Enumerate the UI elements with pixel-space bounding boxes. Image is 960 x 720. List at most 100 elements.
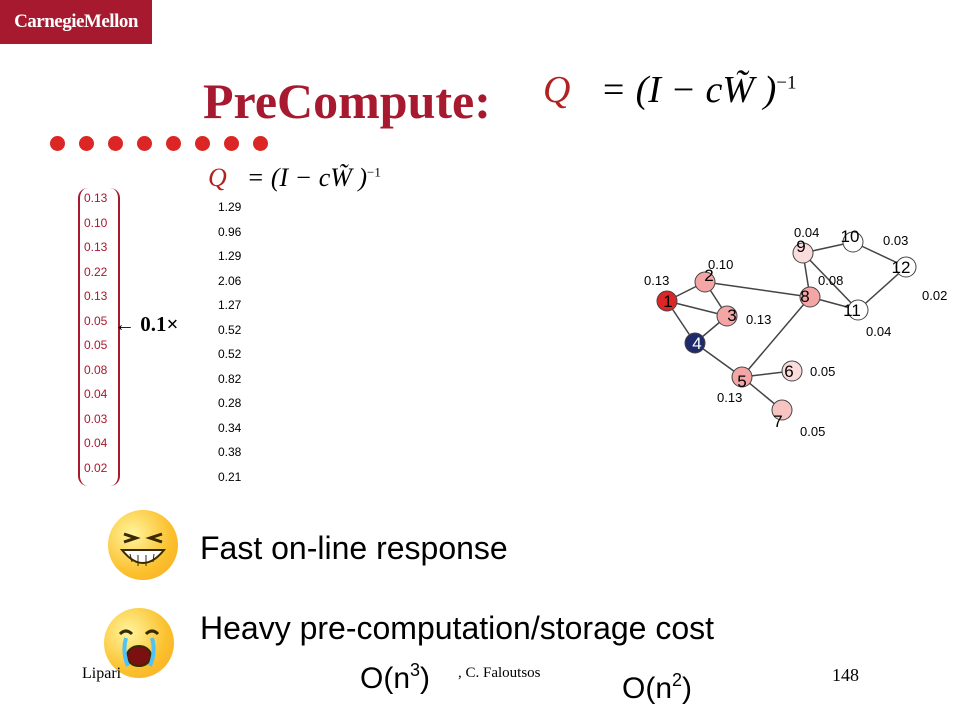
edge-label: 0.13 (644, 273, 669, 288)
bullet-fast-response: Fast on-line response (200, 530, 508, 566)
vector-r-value: 0.82 (218, 371, 242, 386)
vector-r-value: 1.29 (218, 249, 242, 263)
graph-edge (857, 266, 907, 311)
graph-edge-labels: 0.13 0.10 0.13 0.04 0.08 0.03 0.02 0.04 … (644, 225, 947, 439)
vector-r-value: 0.52 (218, 322, 242, 337)
vector-r-value: 2.06 (218, 273, 242, 288)
vector-q-value: 0.05 (84, 313, 108, 328)
complexity-quadratic-base: O(n (622, 672, 673, 705)
complexity-cubic-base: O(n (360, 662, 411, 695)
vector-r-value: 0.52 (218, 347, 242, 361)
decor-dot (50, 136, 65, 151)
crying-face-icon (104, 608, 174, 678)
vector-q-value: 0.10 (84, 215, 108, 230)
vector-r-value: 0.96 (218, 224, 242, 239)
edge-label: 0.02 (922, 288, 947, 303)
complexity-cubic-close: ) (420, 662, 431, 695)
graph-nodes: 1 2 3 4 5 6 7 8 9 10 11 12 (656, 227, 917, 431)
graph-node: 9 (792, 237, 814, 264)
vector-r-value: 0.38 (218, 445, 242, 459)
edge-label: 0.05 (800, 424, 825, 439)
svg-text:12: 12 (892, 258, 911, 277)
formula-rhs: = (I − cW̃ ) (600, 69, 777, 111)
decor-dot (108, 136, 123, 151)
vector-q-value: 0.02 (84, 460, 108, 475)
complexity-cubic: O(n3) (360, 660, 430, 696)
decor-dot (137, 136, 152, 151)
graph-node: 10 (841, 227, 864, 253)
scale-factor-label: ← 0.1× (114, 312, 179, 336)
decor-dot (224, 136, 239, 151)
graph-node: 4 (684, 332, 706, 354)
small-formula-exp: −1 (367, 164, 381, 180)
edge-label: 0.10 (708, 257, 733, 272)
svg-text:9: 9 (796, 237, 805, 256)
cmu-logo: CarnegieMellon (0, 0, 152, 44)
svg-text:7: 7 (773, 412, 782, 431)
graph-edge (802, 252, 859, 311)
edge-label: 0.08 (818, 273, 843, 288)
small-formula-rhs: = (I − cW̃ ) (246, 163, 368, 192)
decor-dot (166, 136, 181, 151)
bullet-heavy-cost: Heavy pre-computation/storage cost (200, 610, 715, 646)
formula-lhs: Q (543, 69, 571, 111)
edge-label: 0.04 (866, 324, 891, 339)
vector-r-value: 1.29 (218, 200, 242, 214)
svg-text:10: 10 (841, 227, 860, 246)
graph-diagram: 0.13 0.10 0.13 0.04 0.08 0.03 0.02 0.04 … (644, 225, 947, 439)
vector-r: 1.29 0.96 1.29 2.06 1.27 0.52 0.52 0.82 … (218, 195, 241, 489)
vector-r-value: 1.27 (218, 298, 242, 312)
svg-text:1: 1 (663, 292, 672, 311)
laughing-face-icon (108, 510, 178, 580)
vector-q-value: 0.04 (84, 436, 108, 450)
decor-dot (253, 136, 268, 151)
vector-bracket (78, 188, 120, 486)
main-formula: Q = (I − cW̃ )−1 (543, 68, 796, 112)
vector-q-value: 0.03 (84, 411, 108, 426)
vector-q-value: 0.04 (84, 387, 108, 401)
small-formula-lhs: Q (208, 163, 227, 192)
edge-label: 0.13 (746, 312, 771, 327)
graph-edge (741, 296, 811, 378)
graph-node: 6 (781, 360, 803, 382)
complexity-quadratic-exp: 2 (672, 670, 683, 690)
vector-q: 0.13 0.10 0.13 0.22 0.13 0.05 0.05 0.08 … (84, 186, 107, 480)
vector-q-value: 0.05 (84, 338, 108, 352)
decor-dot (79, 136, 94, 151)
crying-face-drawing (118, 629, 160, 667)
graph-edge (704, 281, 811, 298)
graph-node: 5 (731, 366, 753, 391)
vector-r-value: 0.21 (218, 469, 242, 484)
vector-q-value: 0.13 (84, 191, 108, 205)
edge-label: 0.13 (717, 390, 742, 405)
graph-node: 12 (892, 256, 917, 278)
graph-node: 2 (694, 266, 716, 293)
graph-node: 3 (716, 305, 738, 327)
graph-node: 1 (656, 290, 678, 312)
svg-text:3: 3 (727, 306, 736, 325)
slide-title: PreCompute: (203, 73, 491, 129)
complexity-cubic-exp: 3 (410, 660, 421, 680)
laughing-face-drawing (119, 532, 167, 566)
vector-r-value: 0.28 (218, 396, 242, 410)
svg-text:5: 5 (737, 372, 746, 391)
edge-label: 0.03 (883, 233, 908, 248)
svg-text:2: 2 (704, 266, 713, 285)
page-number: 148 (832, 665, 859, 685)
vector-q-value: 0.13 (84, 289, 108, 303)
complexity-quadratic-close: ) (682, 672, 693, 705)
svg-text:4: 4 (692, 334, 701, 353)
svg-text:6: 6 (784, 362, 793, 381)
edge-label: 0.05 (810, 364, 835, 379)
svg-text:8: 8 (800, 287, 809, 306)
formula-exp: −1 (776, 72, 797, 94)
graph-node: 8 (799, 286, 821, 308)
vector-q-value: 0.22 (84, 264, 108, 279)
svg-text:11: 11 (843, 301, 861, 320)
small-formula: Q = (I − cW̃ )−1 (208, 163, 381, 193)
graph-node: 11 (843, 299, 869, 321)
footer-author: , C. Faloutsos (458, 665, 541, 681)
dot-row (50, 136, 270, 152)
vector-q-value: 0.08 (84, 362, 108, 377)
graph-node: 7 (771, 399, 793, 431)
